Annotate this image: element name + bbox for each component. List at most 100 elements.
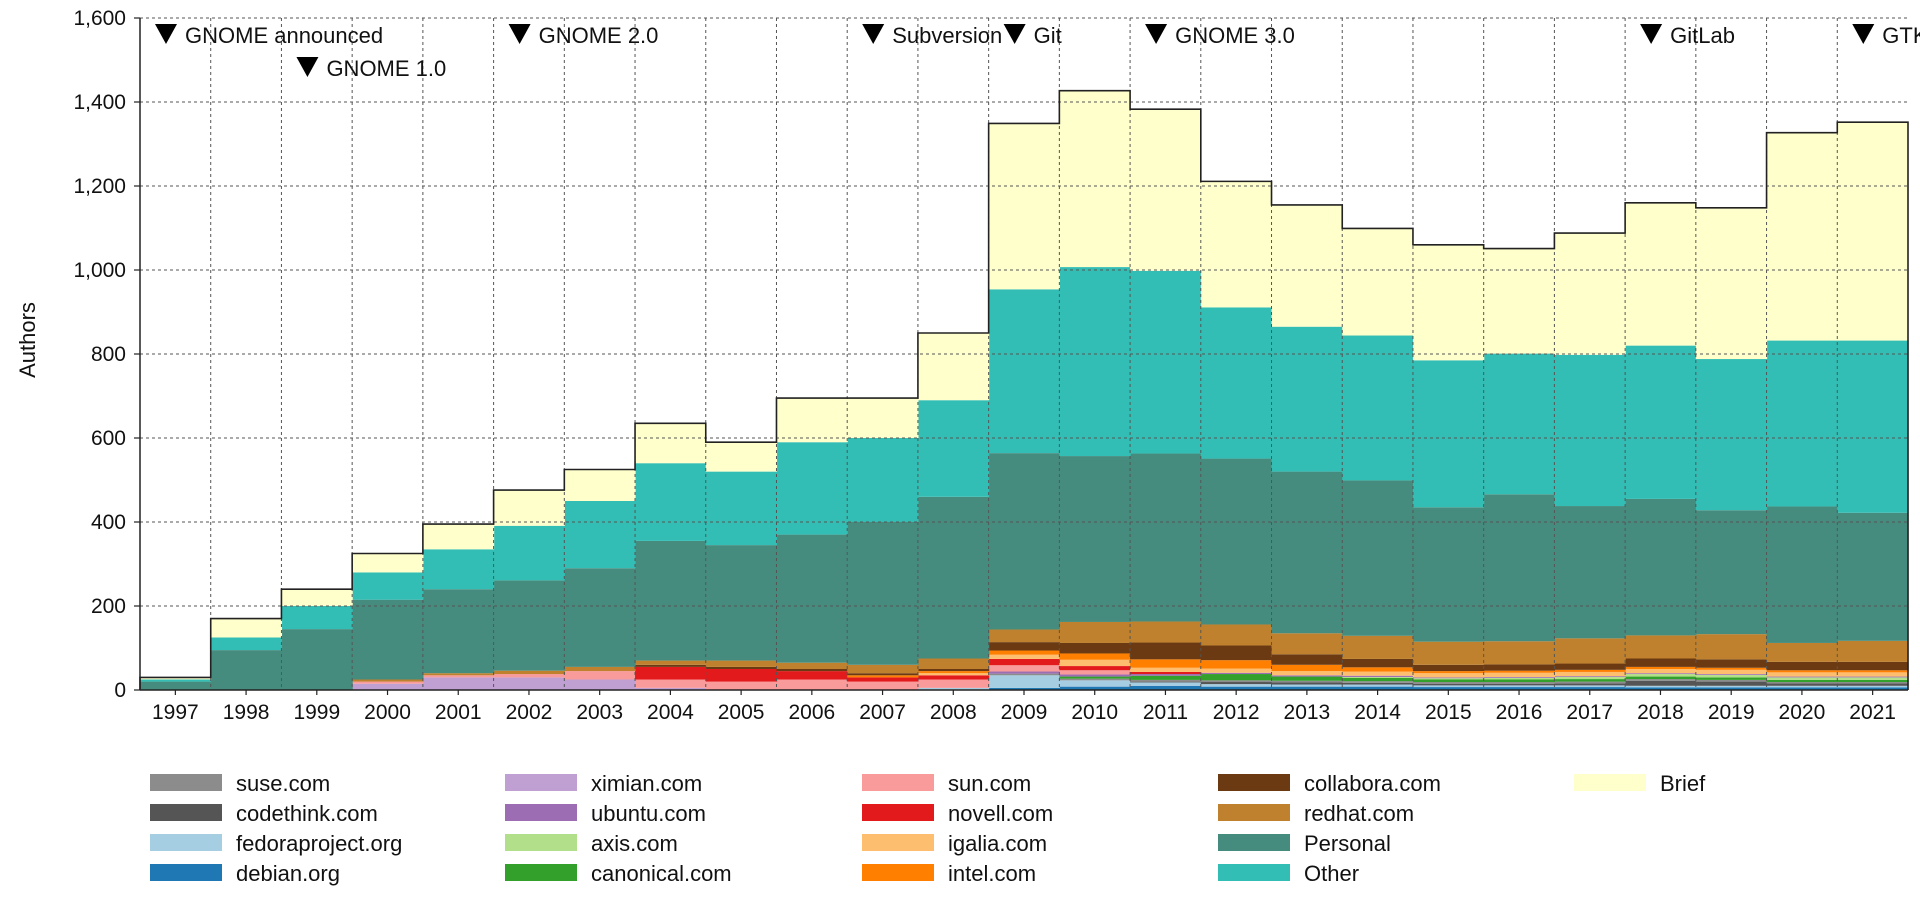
bar-intel-com-2014 [1342,667,1414,672]
legend-swatch [1218,834,1290,851]
y-tick-labels: 0 200 400 600 800 1,000 1,200 1,400 1,600 [73,7,140,702]
bar-brief-2005 [705,442,778,472]
bar-personal-2005 [705,545,778,661]
bar-debian-org-2019 [1695,687,1768,690]
bar-fedoraproject-org-2021 [1837,685,1909,688]
bar-other-2002 [493,525,565,581]
bar-intel-com-2016 [1483,670,1555,673]
series-codethink-com [1130,680,1909,686]
bar-redhat-com-2004 [635,660,707,665]
x-tick-label-2000: 2000 [364,701,411,724]
x-tick-label-2012: 2012 [1213,701,1260,724]
bar-brief-2011 [1130,109,1202,271]
bar-brief-2013 [1271,204,1343,327]
bar-sun-com-2010 [1059,670,1131,675]
series-fedoraproject-org [917,675,1909,690]
bar-suse-com-2016 [1483,682,1555,684]
bar-redhat-com-2017 [1554,638,1626,664]
bar-ubuntu-com-2016 [1483,676,1555,678]
bar-debian-org-2018 [1625,687,1697,690]
bar-personal-1999 [281,629,353,690]
bar-personal-2019 [1695,510,1768,635]
bar-ximian-com-2002 [493,677,565,690]
legend-label: Brief [1660,771,1706,796]
legend-label: sun.com [948,771,1031,796]
bar-axis-com-2017 [1554,676,1626,680]
bar-igalia-com-2010 [1059,659,1131,667]
bar-igalia-com-2011 [1130,667,1202,672]
total-step-line [139,89,1909,690]
bar-brief-2018 [1625,202,1697,346]
x-tick-label-2002: 2002 [506,701,553,724]
x-tick-label-2009: 2009 [1001,701,1048,724]
bar-collabora-com-2007 [847,673,919,676]
bar-personal-2002 [493,580,565,671]
legend-label: fedoraproject.org [236,831,402,856]
series-novell-com [635,658,1202,682]
bar-other-2011 [1130,270,1202,454]
series-brief [140,90,1909,680]
x-tick-labels: 1997 1998 1999 2000 2001 2002 2003 2004 2005 2006… [152,690,1896,724]
legend-item-igalia-com: igalia.com [862,831,1047,856]
legend-item-canonical-com: canonical.com [505,861,732,886]
event-label: GNOME 1.0 [326,56,446,81]
bar-brief-2003 [564,469,636,501]
bar-fedoraproject-org-2019 [1695,685,1768,688]
legend-label: novell.com [948,801,1053,826]
x-tick-label-1997: 1997 [152,701,199,724]
bar-debian-org-2013 [1271,686,1343,690]
legend-label: intel.com [948,861,1036,886]
y-tick-label-0: 0 [114,679,126,702]
event-label: GNOME 2.0 [539,23,659,48]
bar-redhat-com-2013 [1271,633,1343,655]
bar-collabora-com-2009 [988,642,1060,651]
bar-intel-com-2018 [1625,666,1697,669]
event-marker-icon [508,24,531,44]
event-annotations: GNOME announced GNOME 1.0 GNOME 2.0 Subvers… [155,23,1920,81]
bar-novell-com-2005 [705,669,778,682]
bar-brief-2006 [776,398,848,443]
bar-ubuntu-com-2018 [1625,673,1697,675]
bar-intel-com-2013 [1271,664,1343,672]
bar-igalia-com-2018 [1625,669,1697,674]
bar-brief-2015 [1412,244,1485,361]
x-tick-label-2021: 2021 [1849,701,1896,724]
bar-collabora-com-2008 [917,669,990,672]
bar-suse-com-2019 [1695,679,1768,682]
bar-personal-2003 [564,568,636,667]
bar-collabora-com-2010 [1059,642,1131,654]
bar-canonical-com-2021 [1837,679,1909,683]
bar-sun-com-2007 [847,681,919,690]
legend-swatch [862,804,934,821]
series-sun-com [352,665,1131,690]
bar-debian-org-2012 [1200,686,1273,690]
legend-label: canonical.com [591,861,732,886]
bar-debian-org-2017 [1554,687,1626,690]
bar-brief-2008 [917,333,990,401]
bar-personal-2010 [1059,456,1131,622]
event-gnome-announced: GNOME announced [155,23,383,48]
bar-brief-2021 [1837,122,1909,341]
bar-suse-com-2017 [1554,681,1626,684]
legend-item-ximian-com: ximian.com [505,771,702,796]
event-marker-icon [862,24,885,44]
bar-other-2015 [1412,360,1485,508]
bar-suse-com-2013 [1271,680,1343,683]
x-tick-label-1999: 1999 [293,701,340,724]
bar-codethink-com-2011 [1130,681,1202,683]
bar-collabora-com-2004 [635,664,707,667]
y-tick-label-800: 800 [91,343,126,366]
legend-label: igalia.com [948,831,1047,856]
bar-collabora-com-2012 [1200,645,1273,661]
legend-item-novell-com: novell.com [862,801,1053,826]
x-tick-label-2015: 2015 [1425,701,1472,724]
x-tick-label-1998: 1998 [223,701,270,724]
x-tick-label-2003: 2003 [576,701,623,724]
bar-brief-2014 [1342,228,1414,336]
series-igalia-com [917,654,1909,678]
bar-redhat-com-2007 [847,664,919,674]
bar-igalia-com-2008 [917,673,990,676]
legend-swatch [1218,774,1290,791]
event-marker-icon [296,57,319,77]
legend-swatch [1218,864,1290,881]
